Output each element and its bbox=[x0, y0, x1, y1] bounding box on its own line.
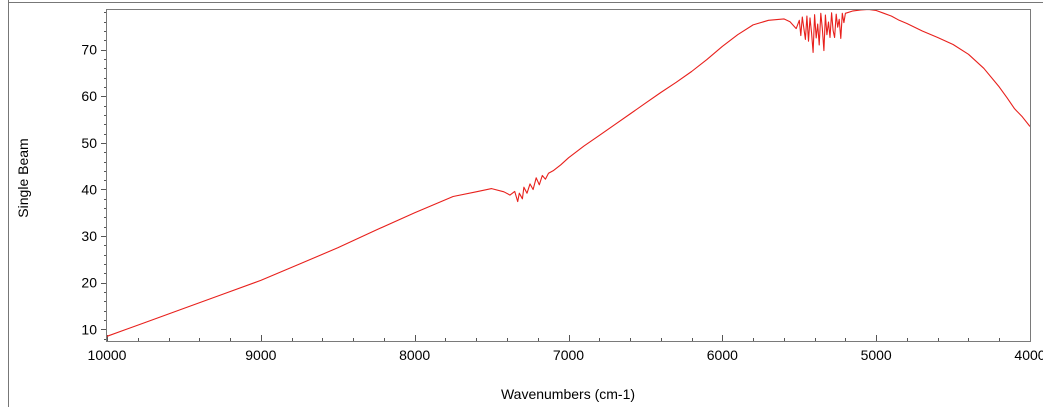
x-tick-label: 6000 bbox=[707, 347, 738, 363]
x-tick-label: 5000 bbox=[861, 347, 892, 363]
plot-area-frame bbox=[106, 9, 1031, 342]
y-tick-label: 70 bbox=[81, 42, 97, 58]
x-tick-label: 8000 bbox=[399, 347, 430, 363]
x-tick-label: 9000 bbox=[245, 347, 276, 363]
y-tick-label: 20 bbox=[81, 275, 97, 291]
y-tick-label: 40 bbox=[81, 181, 97, 197]
x-tick-label: 4000 bbox=[1014, 347, 1043, 363]
x-axis-title: Wavenumbers (cm-1) bbox=[501, 386, 635, 402]
y-axis-title: Single Beam bbox=[15, 138, 31, 217]
y-tick-label: 30 bbox=[81, 228, 97, 244]
x-tick-label: 10000 bbox=[88, 347, 127, 363]
y-tick-label: 60 bbox=[81, 88, 97, 104]
axis-ticks: 10000 9000 8000 7000 6000 5000 4000 10 20 30 40 50 6… bbox=[81, 12, 1043, 363]
y-tick-label: 10 bbox=[81, 321, 97, 337]
x-tick-label: 7000 bbox=[553, 347, 584, 363]
y-tick-label: 50 bbox=[81, 135, 97, 151]
